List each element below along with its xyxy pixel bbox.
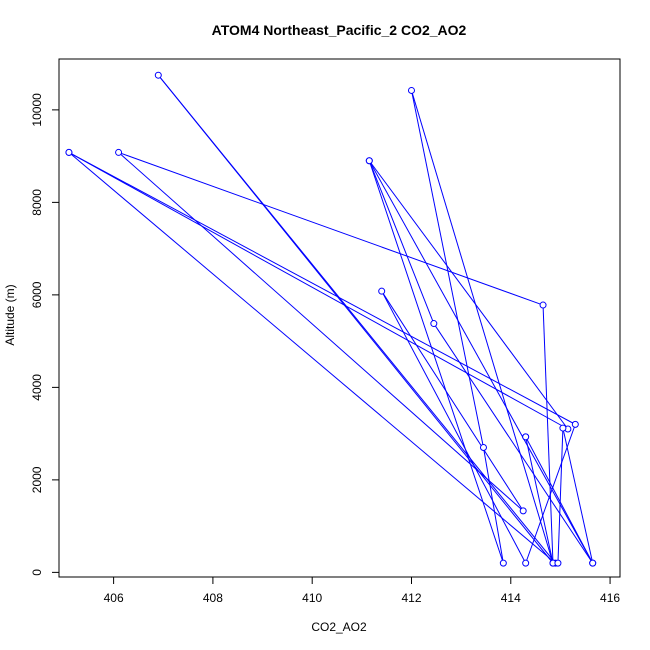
x-axis: 406 408 410 412 414 416 — [104, 577, 620, 605]
data-point — [65, 148, 73, 156]
series-segment — [557, 428, 564, 564]
data-point — [479, 444, 487, 451]
plot-frame — [58, 58, 621, 578]
x-tick-label: 406 — [104, 591, 124, 605]
series-segment — [482, 447, 504, 564]
y-tick-label: 2000 — [30, 466, 44, 493]
data-point — [571, 420, 579, 428]
data-point — [154, 71, 162, 79]
y-axis-label: Altitude (m) — [3, 284, 17, 345]
series-points — [65, 71, 597, 567]
data-point — [365, 157, 373, 165]
series-segment — [368, 160, 504, 564]
data-point — [378, 287, 386, 295]
x-tick-label: 408 — [203, 591, 223, 605]
series-segment — [525, 436, 554, 564]
y-tick-label: 0 — [30, 569, 44, 576]
series-segment — [411, 90, 554, 564]
series-lines — [68, 74, 594, 564]
series-segment — [68, 152, 556, 564]
series-segment — [368, 160, 594, 564]
series-segment — [562, 427, 594, 564]
series-segment — [118, 152, 524, 512]
series-segment — [118, 151, 544, 306]
series-segment — [68, 151, 569, 430]
data-point — [407, 86, 415, 94]
plot-area — [58, 58, 621, 578]
x-tick-label: 410 — [302, 591, 322, 605]
data-point — [499, 559, 507, 567]
x-tick-label: 412 — [401, 591, 421, 605]
x-axis-label: CO2_AO2 — [311, 620, 367, 634]
data-point — [539, 301, 547, 309]
x-tick-label: 416 — [600, 591, 620, 605]
series-segment — [410, 90, 484, 448]
data-point — [430, 320, 438, 328]
y-tick-label: 10000 — [30, 93, 44, 127]
chart-title: ATOM4 Northeast_Pacific_2 CO2_AO2 — [212, 22, 467, 38]
data-point — [522, 559, 530, 567]
series-segment — [542, 305, 554, 564]
y-tick-label: 6000 — [30, 281, 44, 308]
y-axis: 0 2000 4000 6000 8000 10000 — [30, 93, 59, 576]
data-point — [519, 507, 527, 515]
x-tick-label: 414 — [501, 591, 521, 605]
data-point — [522, 433, 530, 441]
series-segment — [433, 323, 594, 564]
data-point — [559, 424, 567, 432]
series-segment — [368, 160, 435, 324]
y-tick-label: 8000 — [30, 189, 44, 216]
data-point — [589, 559, 597, 567]
series-segment — [157, 74, 554, 564]
data-point — [115, 148, 123, 156]
data-point — [554, 559, 562, 567]
series-segment — [381, 290, 527, 564]
y-tick-label: 4000 — [30, 374, 44, 401]
series-segment — [381, 290, 524, 512]
series-segment — [368, 160, 569, 430]
